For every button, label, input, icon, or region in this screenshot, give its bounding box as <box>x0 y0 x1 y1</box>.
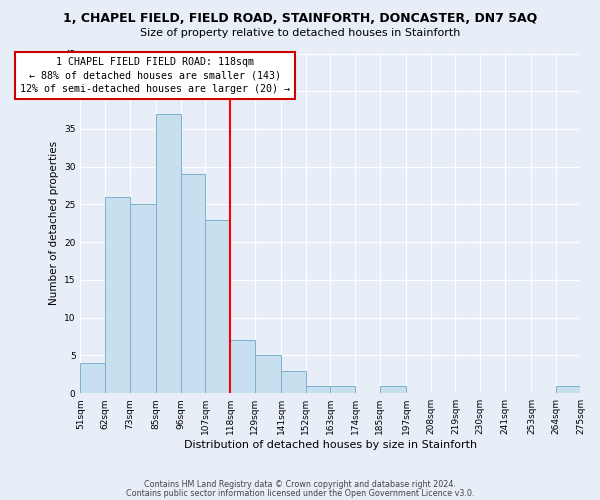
Bar <box>157 114 181 393</box>
Bar <box>306 386 331 393</box>
Bar <box>80 363 105 393</box>
Bar <box>181 174 205 393</box>
Bar <box>205 220 230 393</box>
Bar <box>380 386 406 393</box>
Bar <box>130 204 157 393</box>
Bar <box>556 386 580 393</box>
Text: 1 CHAPEL FIELD FIELD ROAD: 118sqm
← 88% of detached houses are smaller (143)
12%: 1 CHAPEL FIELD FIELD ROAD: 118sqm ← 88% … <box>20 58 290 94</box>
Bar <box>331 386 355 393</box>
Y-axis label: Number of detached properties: Number of detached properties <box>49 142 59 306</box>
Bar <box>105 197 130 393</box>
Text: Size of property relative to detached houses in Stainforth: Size of property relative to detached ho… <box>140 28 460 38</box>
Bar <box>230 340 254 393</box>
X-axis label: Distribution of detached houses by size in Stainforth: Distribution of detached houses by size … <box>184 440 477 450</box>
Bar <box>254 356 281 393</box>
Bar <box>281 370 306 393</box>
Text: Contains HM Land Registry data © Crown copyright and database right 2024.: Contains HM Land Registry data © Crown c… <box>144 480 456 489</box>
Text: 1, CHAPEL FIELD, FIELD ROAD, STAINFORTH, DONCASTER, DN7 5AQ: 1, CHAPEL FIELD, FIELD ROAD, STAINFORTH,… <box>63 12 537 26</box>
Text: Contains public sector information licensed under the Open Government Licence v3: Contains public sector information licen… <box>126 488 474 498</box>
